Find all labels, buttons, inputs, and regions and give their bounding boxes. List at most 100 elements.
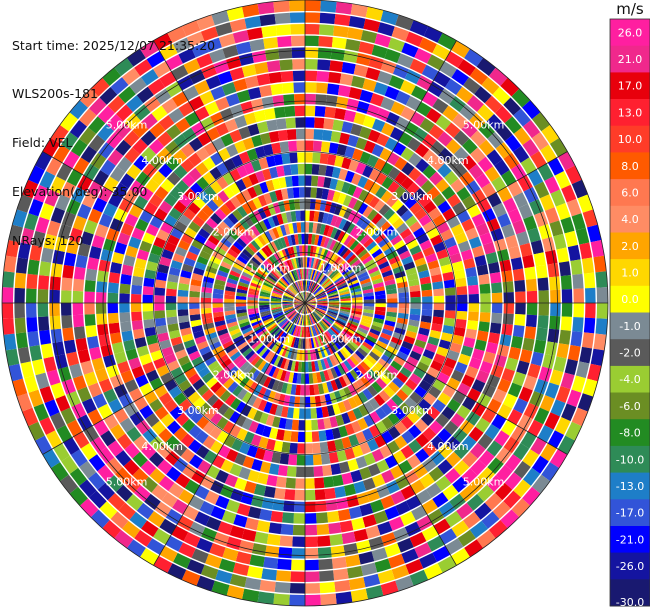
- range-gate-cell: [308, 337, 313, 350]
- range-gate-cell: [254, 447, 266, 461]
- range-gate-cell: [257, 1, 275, 16]
- range-gate-cell: [324, 331, 333, 343]
- range-gate-cell: [46, 369, 62, 386]
- range-gate-cell: [143, 326, 157, 337]
- range-gate-cell: [514, 291, 527, 303]
- range-gate-cell: [317, 47, 332, 60]
- range-gate-cell: [331, 325, 342, 335]
- range-gate-cell: [214, 349, 227, 361]
- azimuth-spoke: [153, 302, 306, 566]
- range-gate-cell: [236, 164, 249, 179]
- range-gate-cell: [377, 70, 393, 86]
- azimuth-spoke: [304, 40, 457, 304]
- range-gate-cell: [321, 187, 330, 201]
- range-gate-cell: [224, 252, 237, 263]
- range-gate-cell: [246, 444, 259, 459]
- range-gate-cell: [339, 348, 349, 360]
- range-gate-cell: [359, 277, 372, 285]
- range-gate-cell: [247, 293, 259, 299]
- range-gate-cell: [427, 207, 442, 221]
- range-gate-cell: [327, 307, 340, 312]
- range-gate-cell: [330, 214, 339, 227]
- range-gate-cell: [312, 336, 318, 349]
- range-gate-cell: [264, 48, 280, 62]
- range-gate-cell: [328, 71, 342, 85]
- range-gate-cell: [473, 339, 488, 352]
- range-gate-cell: [504, 357, 519, 372]
- range-gate-cell: [362, 237, 375, 249]
- range-gate-cell: [214, 274, 228, 282]
- range-gate-cell: [217, 147, 231, 162]
- range-gate-cell: [74, 337, 89, 352]
- range-gate-cell: [288, 335, 295, 348]
- range-gate-cell: [320, 140, 331, 154]
- range-gate-cell: [417, 327, 431, 337]
- range-gate-cell: [375, 340, 389, 350]
- range-gate-cell: [318, 321, 327, 332]
- range-gate-cell: [374, 361, 387, 374]
- range-gate-cell: [496, 344, 511, 358]
- range-gate-cell: [240, 188, 253, 203]
- range-gate-cell: [521, 138, 540, 157]
- range-gate-cell: [196, 340, 210, 351]
- range-gate-cell: [155, 324, 169, 335]
- range-gate-cell: [526, 363, 542, 379]
- range-gate-cell: [400, 340, 414, 351]
- range-gate-cell: [273, 354, 282, 367]
- range-gate-cell: [284, 321, 293, 333]
- range-gate-cell: [503, 436, 520, 454]
- range-gate-cell: [305, 535, 318, 548]
- range-gate-cell: [348, 15, 366, 30]
- range-gate-cell: [84, 268, 98, 282]
- range-gate-cell: [314, 289, 325, 297]
- range-gate-cell: [78, 479, 98, 498]
- range-gate-cell: [351, 444, 364, 459]
- range-gate-cell: [223, 157, 237, 172]
- range-gate-cell: [250, 433, 262, 448]
- range-gate-cell: [335, 590, 353, 605]
- range-gate-cell: [302, 314, 305, 327]
- range-gate-cell: [265, 275, 277, 284]
- azimuth-spoke: [304, 302, 568, 455]
- range-gate-cell: [429, 234, 444, 247]
- range-gate-cell: [430, 323, 444, 333]
- range-gate-cell: [408, 284, 421, 292]
- range-gate-cell: [400, 209, 414, 223]
- range-gate-cell: [211, 10, 230, 26]
- range-gate-cell: [358, 323, 371, 332]
- range-gate-cell: [365, 524, 381, 540]
- range-gate-cell: [338, 460, 351, 474]
- range-gate-cell: [322, 464, 333, 477]
- range-gate-cell: [336, 496, 349, 511]
- range-gate-cell: [281, 299, 294, 302]
- range-gate-cell: [258, 248, 269, 260]
- range-gate-cell: [239, 251, 251, 262]
- range-gate-cell: [192, 330, 206, 339]
- range-gate-cell: [223, 298, 236, 303]
- range-gate-cell: [57, 366, 73, 383]
- range-gate-cell: [140, 40, 160, 59]
- range-gate-cell: [222, 546, 239, 562]
- range-gate-cell: [537, 290, 550, 303]
- range-gate-cell: [205, 464, 221, 480]
- range-gate-cell: [303, 326, 305, 338]
- range-gate-cell: [190, 238, 205, 251]
- range-gate-cell: [511, 371, 527, 387]
- range-gate-cell: [564, 165, 582, 185]
- range-gate-cell: [507, 208, 523, 224]
- range-gate-cell: [217, 353, 230, 365]
- range-gate-cell: [308, 233, 313, 245]
- range-gate-cell: [198, 345, 212, 356]
- range-gate-cell: [125, 493, 144, 512]
- range-gate-cell: [187, 244, 202, 256]
- range-gate-cell: [318, 558, 333, 571]
- range-gate-cell: [119, 321, 133, 333]
- range-gate-cell: [408, 391, 423, 405]
- range-gate-cell: [287, 286, 297, 296]
- range-gate-cell: [293, 512, 305, 525]
- range-gate-cell: [313, 286, 323, 296]
- range-gate-cell: [203, 327, 217, 336]
- range-gate-cell: [42, 233, 58, 250]
- range-gate-cell: [336, 259, 347, 270]
